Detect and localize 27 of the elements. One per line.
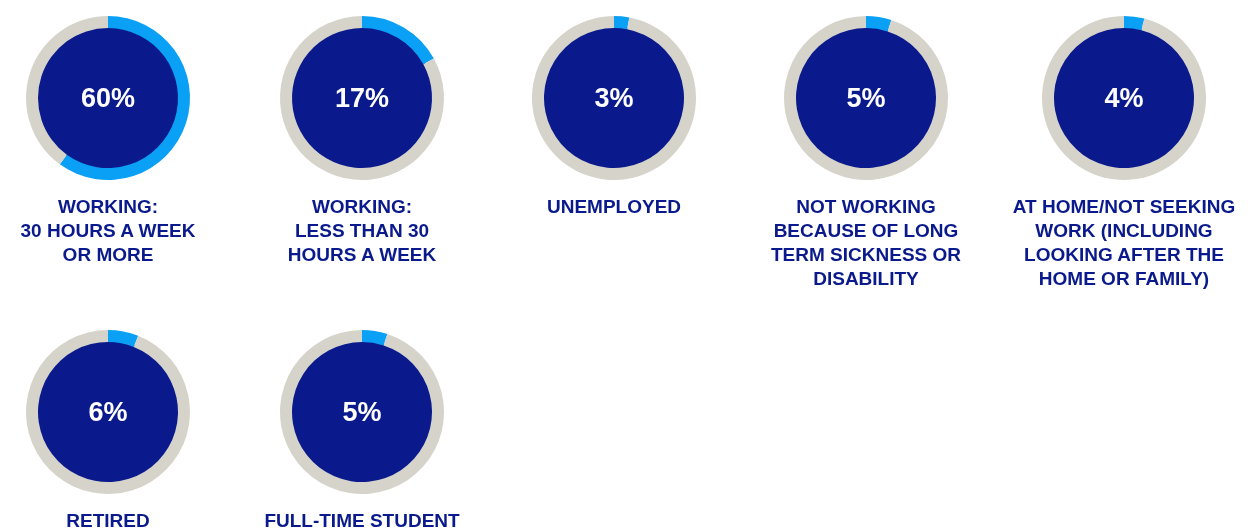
donut-slice [280,16,444,180]
text: NOT WORKING BECAUSE OF LONG TERM SICKNESS OR DISABILITY [770,196,962,289]
donut-slice [1124,16,1145,31]
text: FULL-TIME STUDENT [264,510,461,531]
donut-slice [362,16,434,65]
text: 17% [334,83,390,114]
text: WORKING: LESS THAN 30 HOURS A WEEK [287,196,437,265]
text: 3% [594,83,634,114]
text: 5% [342,397,382,428]
text: UNEMPLOYED [546,196,682,217]
donut-slice [59,16,190,180]
text: 4% [1104,83,1144,114]
text: AT HOME/NOT SEEKING WORK (INCLUDING LOOKING AFTER THE HOME OR FAMILY) [1012,196,1236,289]
text: 60% [80,83,136,114]
donut-slice [784,16,948,180]
text: 6% [88,397,128,428]
text: RETIRED [66,510,150,531]
donut-slice [280,330,444,494]
donut-slice [1042,16,1206,180]
donut-slice [866,16,892,32]
text: WORKING: 30 HOURS A WEEK OR MORE [20,196,196,265]
text: 5% [846,83,886,114]
donut-slice [532,16,696,180]
donut-slice [26,330,190,494]
donut-slice [614,16,630,30]
donut-slice [362,330,388,346]
donut-slice [108,330,139,347]
